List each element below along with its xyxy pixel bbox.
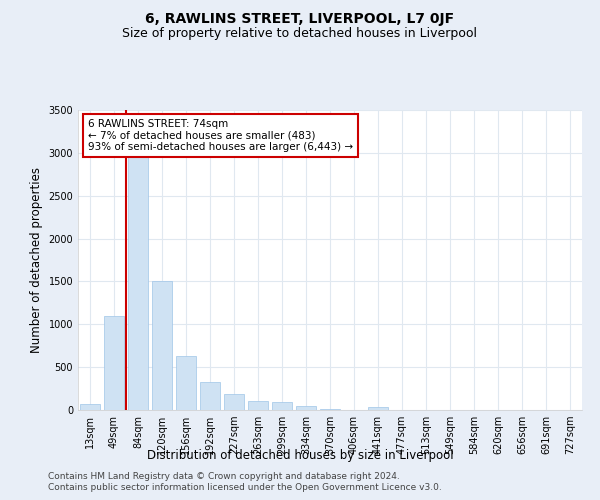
Bar	[152, 282, 172, 410]
Text: 6 RAWLINS STREET: 74sqm
← 7% of detached houses are smaller (483)
93% of semi-de: 6 RAWLINS STREET: 74sqm ← 7% of detached…	[88, 119, 353, 152]
Text: Contains public sector information licensed under the Open Government Licence v3: Contains public sector information licen…	[48, 484, 442, 492]
Text: Contains HM Land Registry data © Crown copyright and database right 2024.: Contains HM Land Registry data © Crown c…	[48, 472, 400, 481]
Bar	[248, 402, 268, 410]
Bar	[176, 356, 196, 410]
Bar	[104, 316, 124, 410]
Bar	[128, 157, 148, 410]
Text: Distribution of detached houses by size in Liverpool: Distribution of detached houses by size …	[146, 448, 454, 462]
Text: Size of property relative to detached houses in Liverpool: Size of property relative to detached ho…	[122, 28, 478, 40]
Y-axis label: Number of detached properties: Number of detached properties	[30, 167, 43, 353]
Bar	[200, 382, 220, 410]
Bar	[320, 409, 340, 410]
Bar	[80, 404, 100, 410]
Text: 6, RAWLINS STREET, LIVERPOOL, L7 0JF: 6, RAWLINS STREET, LIVERPOOL, L7 0JF	[145, 12, 455, 26]
Bar	[368, 407, 388, 410]
Bar	[224, 394, 244, 410]
Bar	[296, 406, 316, 410]
Bar	[272, 402, 292, 410]
